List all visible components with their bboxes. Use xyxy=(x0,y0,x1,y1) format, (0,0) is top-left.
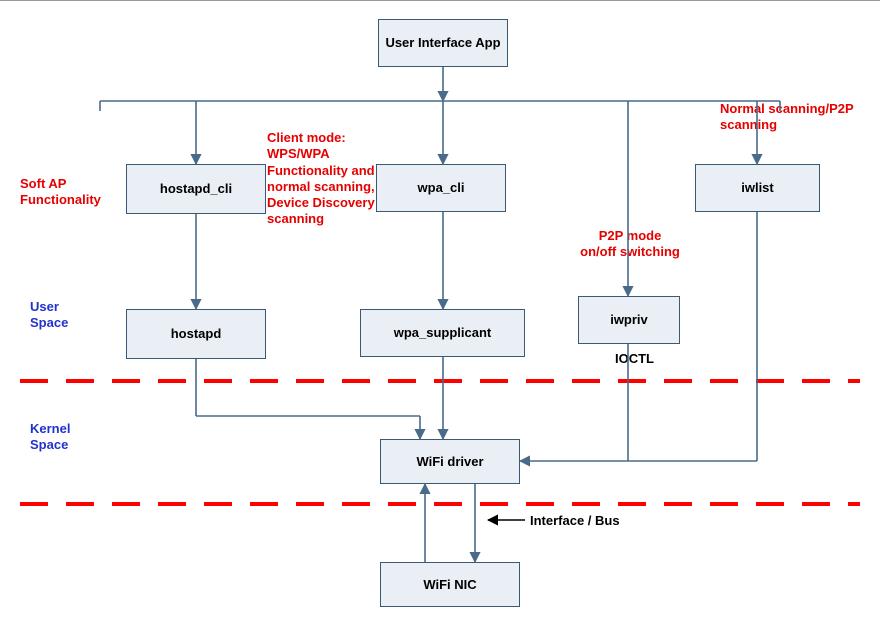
node-iwlist: iwlist xyxy=(695,164,820,212)
annot-p2p-mode: P2P mode on/off switching xyxy=(580,228,680,261)
annot-user-space: User Space xyxy=(30,299,100,332)
node-wifi-driver: WiFi driver xyxy=(380,439,520,484)
annot-interface-bus: Interface / Bus xyxy=(530,513,660,529)
node-label: wpa_supplicant xyxy=(394,325,492,341)
node-label: iwlist xyxy=(741,180,774,196)
diagram-canvas: { "type": "flowchart", "dimensions": { "… xyxy=(0,0,880,638)
node-label: User Interface App xyxy=(385,35,500,51)
node-hostapd: hostapd xyxy=(126,309,266,359)
node-iwpriv: iwpriv xyxy=(578,296,680,344)
node-hostapd-cli: hostapd_cli xyxy=(126,164,266,214)
node-label: hostapd xyxy=(171,326,222,342)
annot-ioctl: IOCTL xyxy=(615,351,685,367)
node-label: WiFi driver xyxy=(416,454,483,470)
annot-kernel-space: Kernel Space xyxy=(30,421,100,454)
node-wifi-nic: WiFi NIC xyxy=(380,562,520,607)
node-label: iwpriv xyxy=(610,312,648,328)
node-label: hostapd_cli xyxy=(160,181,232,197)
node-wpa-supplicant: wpa_supplicant xyxy=(360,309,525,357)
node-wpa-cli: wpa_cli xyxy=(376,164,506,212)
annot-normal-scanning: Normal scanning/P2P scanning xyxy=(720,101,860,134)
annot-soft-ap: Soft AP Functionality xyxy=(20,176,120,209)
annot-client-mode: Client mode: WPS/WPA Functionality and n… xyxy=(267,130,377,228)
node-ui-app: User Interface App xyxy=(378,19,508,67)
node-label: WiFi NIC xyxy=(423,577,476,593)
node-label: wpa_cli xyxy=(418,180,465,196)
